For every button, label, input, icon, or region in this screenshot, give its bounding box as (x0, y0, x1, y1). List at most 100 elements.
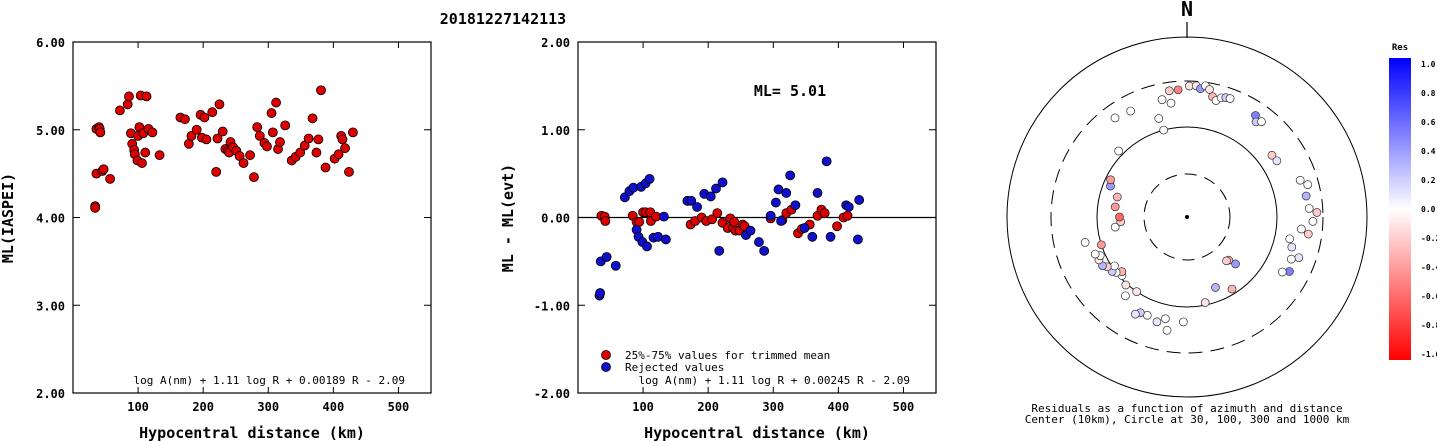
station-point (1110, 202, 1120, 212)
data-point (711, 183, 721, 194)
data-point (610, 260, 621, 271)
north-label: N (1181, 0, 1193, 21)
station-point (1205, 85, 1214, 94)
data-point (686, 195, 697, 206)
x-tick-label: 500 (893, 400, 915, 414)
data-point (252, 122, 263, 133)
data-point (313, 134, 324, 145)
data-point (217, 126, 228, 137)
colorbar-tick-label: 0.0 (1421, 205, 1436, 214)
data-point (249, 172, 259, 183)
data-point (337, 134, 348, 145)
station-point (1312, 208, 1322, 217)
data-point (843, 202, 854, 212)
colorbar-tick-label: -0.6 (1421, 292, 1437, 301)
station-point (1225, 94, 1235, 103)
station-point (1200, 298, 1210, 307)
y-tick-label: 1.00 (541, 124, 570, 138)
station-point (1166, 98, 1176, 108)
data-point (692, 202, 703, 212)
station-point (1162, 325, 1172, 335)
data-point (114, 105, 125, 116)
data-point (819, 208, 830, 219)
data-point (729, 216, 740, 227)
data-point (807, 231, 818, 242)
data-point (642, 241, 652, 252)
data-point (660, 234, 671, 245)
station-point (1294, 253, 1304, 263)
station-point (1114, 146, 1124, 156)
station-point (1272, 156, 1282, 166)
data-point (854, 195, 865, 205)
data-point (765, 210, 776, 221)
station-point (1295, 175, 1305, 185)
station-point (1231, 259, 1240, 269)
y-tick-label: 5.00 (36, 124, 65, 138)
data-point (180, 114, 190, 125)
data-point (122, 99, 133, 110)
y-tick-label: -1.00 (534, 299, 570, 313)
data-point (303, 133, 314, 144)
data-point (211, 166, 222, 177)
data-point (307, 113, 318, 124)
data-point (212, 133, 223, 144)
data-point (199, 112, 210, 123)
colorbar-tick-label: -1.0 (1421, 350, 1437, 359)
data-point (821, 156, 832, 167)
y-tick-label: 4.00 (36, 212, 65, 226)
caption-line-2: Center (10km), Circle at 30, 100, 300 an… (1025, 413, 1350, 426)
axis-ticks: 100 200 300 400 500 2.00 3.00 4.00 5.00 6.00 (36, 36, 431, 414)
x-tick-label: 200 (697, 400, 719, 414)
legend-marker-rejected (601, 362, 611, 372)
x-tick-label: 400 (828, 400, 850, 414)
data-point (595, 288, 606, 298)
colorbar-ticks: 1.0 0.8 0.6 0.4 0.2 0.0 -0.2 -0.4 -0.6 -0.8 -1.0 (1421, 60, 1437, 359)
data-point (95, 127, 106, 138)
station-point (1121, 280, 1131, 290)
x-axis-label: Hypocentral distance (km) (139, 424, 365, 441)
x-tick-label: 400 (323, 400, 345, 414)
center-point (1185, 215, 1189, 219)
data-point (275, 137, 285, 147)
colorbar: Res 1.0 0.8 0.6 0.4 0.2 0.0 -0.2 -0.4 -0.6 -0.8 -1… (1389, 43, 1437, 360)
x-tick-label: 100 (632, 400, 654, 414)
data-point (659, 211, 669, 222)
x-tick-label: 200 (192, 400, 214, 414)
data-point (812, 188, 823, 198)
data-point (191, 124, 202, 135)
station-point (1222, 256, 1231, 266)
data-point (785, 170, 796, 181)
station-point (1121, 291, 1130, 301)
data-point (759, 245, 770, 256)
data-point (717, 177, 728, 188)
colorbar-tick-label: -0.2 (1421, 234, 1437, 243)
ml-annotation: ML= 5.01 (754, 82, 826, 100)
station-point (1110, 113, 1120, 123)
y-axis-label: ML - ML(evt) (499, 164, 517, 272)
azimuth-residual-panel: N Residuals as a function of azimuth and… (1006, 0, 1368, 426)
data-point (90, 202, 101, 213)
data-point (254, 130, 265, 141)
figure-title: 20181227142113 (440, 10, 566, 28)
station-point (1257, 117, 1266, 127)
data-point (842, 210, 853, 221)
axis-ticks: 100 200 300 400 500 -2.00 -1.00 0.00 1.00 2.00 (534, 36, 936, 414)
data-point (754, 237, 764, 247)
y-tick-label: 6.00 (36, 36, 65, 50)
data-point (271, 97, 281, 108)
x-tick-label: 300 (257, 400, 279, 414)
formula-label: log A(nm) + 1.11 log R + 0.00245 R - 2.0… (638, 374, 910, 387)
station-point (1106, 175, 1115, 185)
station-point (1090, 249, 1100, 259)
station-point (1211, 283, 1220, 292)
station-point (1159, 125, 1169, 135)
data-point (262, 141, 272, 152)
data-point (214, 99, 225, 110)
data-point (207, 107, 218, 118)
data-point (105, 173, 116, 184)
residual-distance-panel: ML - ML(evt) Hypocentral distance (km) M… (499, 36, 937, 441)
formula-label: log A(nm) + 1.11 log R + 0.00189 R - 2.0… (133, 374, 405, 387)
colorbar-title: Res (1392, 43, 1408, 53)
data-point (316, 85, 326, 96)
